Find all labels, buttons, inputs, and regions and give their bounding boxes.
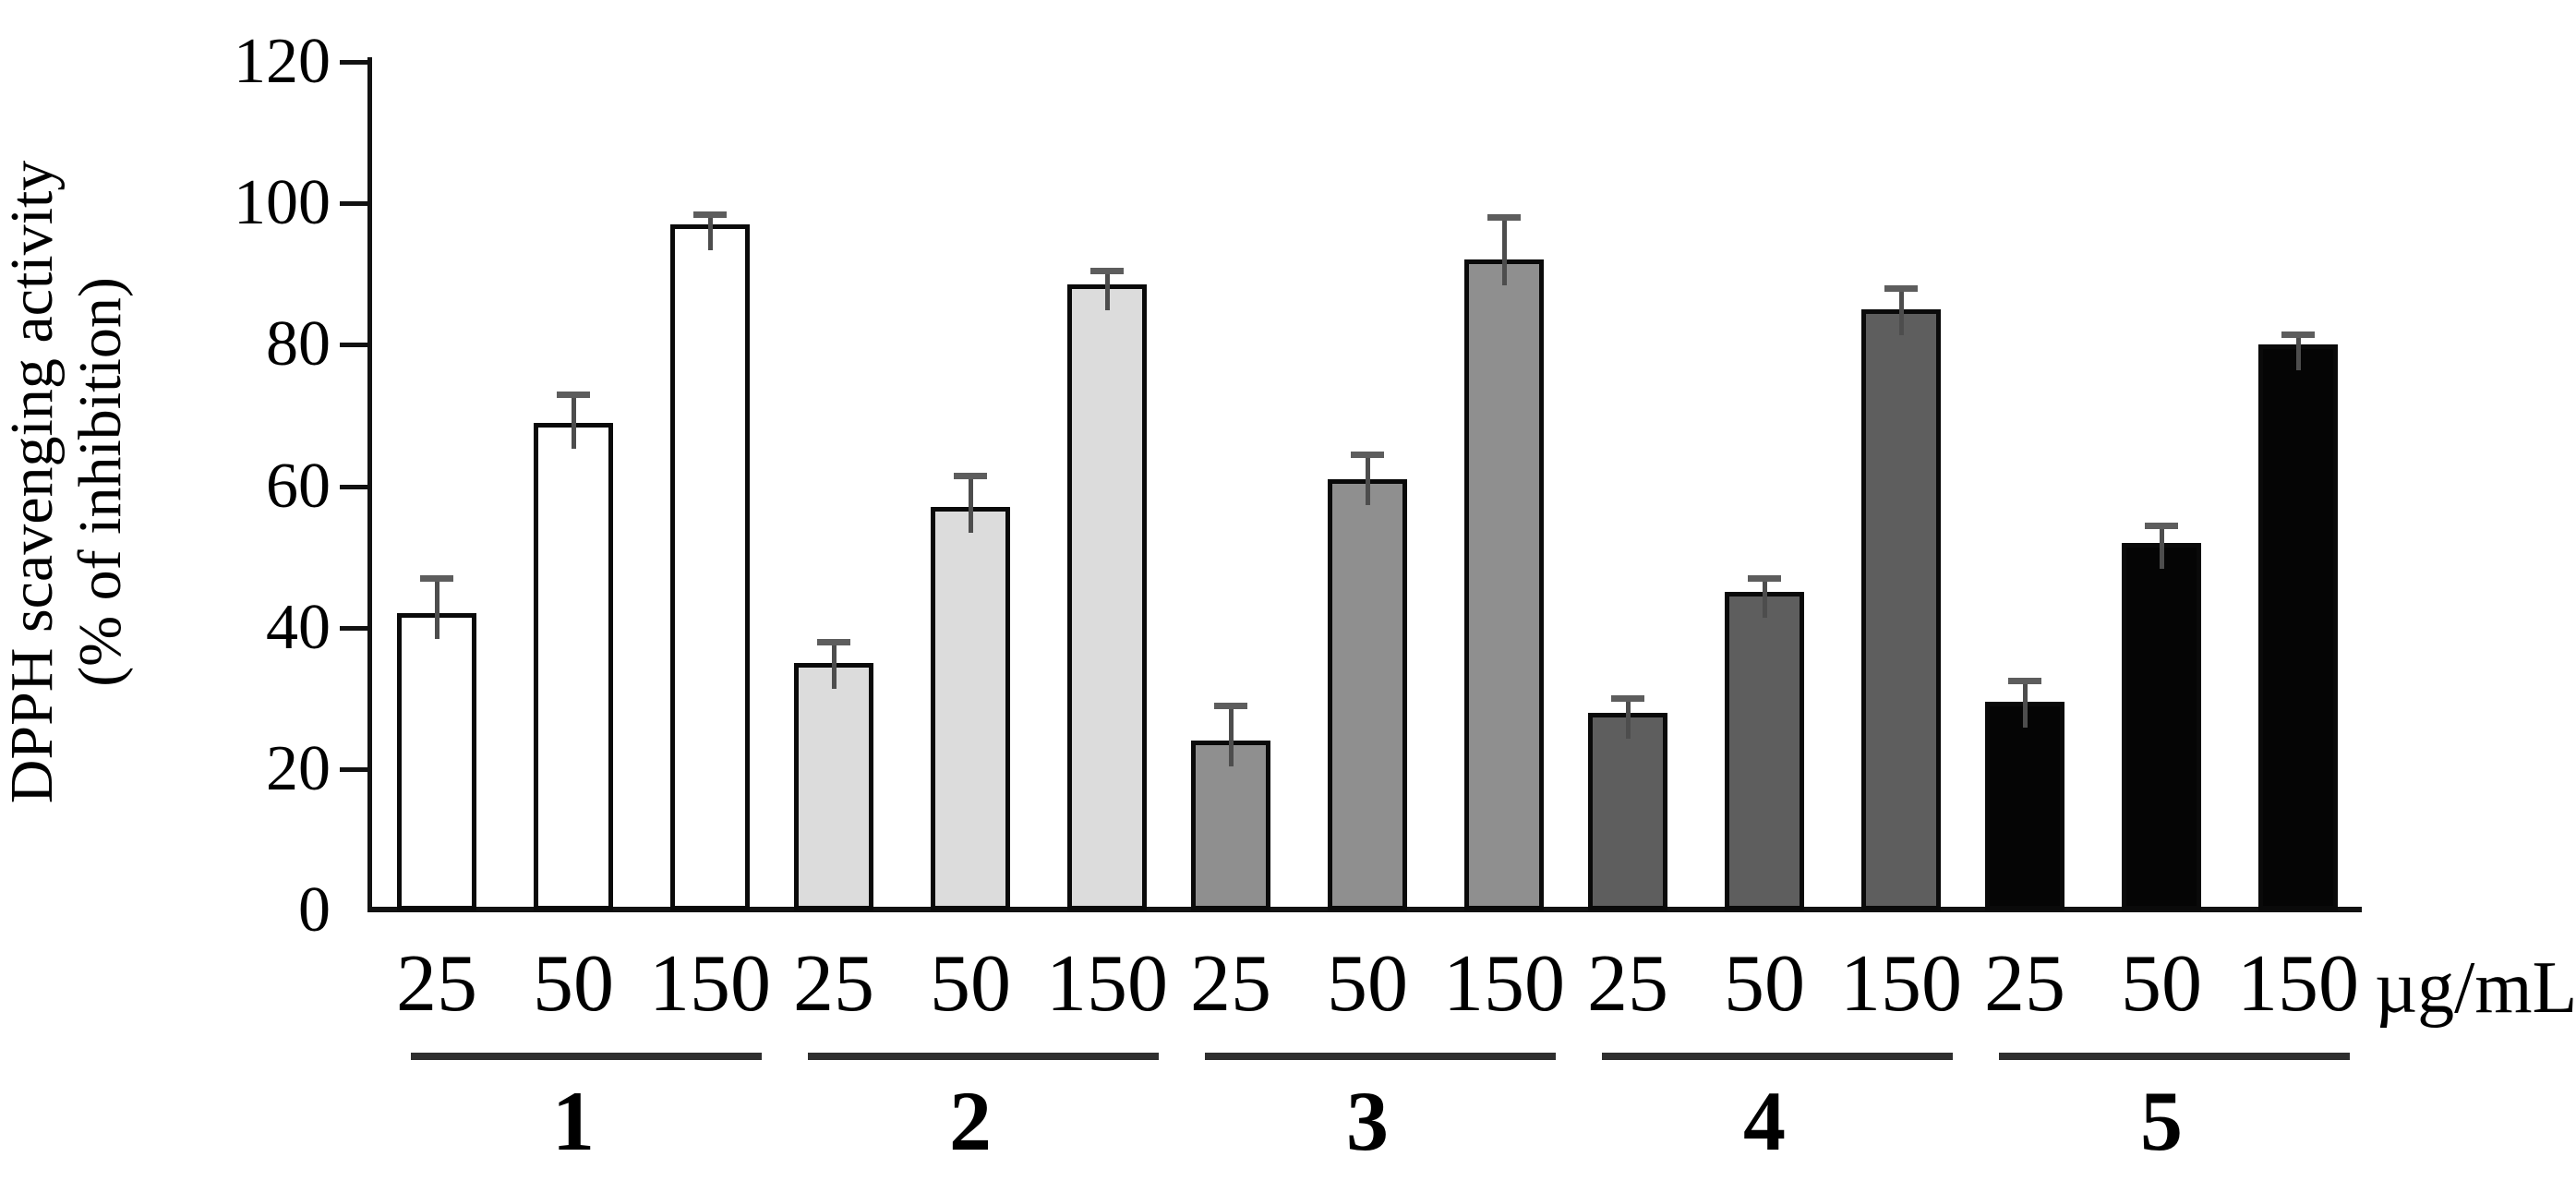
error-bar-cap xyxy=(1214,702,1247,709)
bar xyxy=(1861,309,1941,910)
group-number-label: 3 xyxy=(1346,1074,1389,1168)
group-underline xyxy=(1602,1053,1953,1060)
bar xyxy=(2258,344,2338,910)
error-bar-stem xyxy=(1365,454,1370,505)
error-bar-cap xyxy=(557,391,590,398)
error-bar-cap xyxy=(2145,522,2178,529)
bar xyxy=(1588,712,1667,910)
error-bar-stem xyxy=(1501,217,1507,286)
concentration-label: 50 xyxy=(533,939,614,1029)
error-bar-cap xyxy=(693,211,727,218)
concentration-label: 50 xyxy=(1327,939,1408,1029)
concentration-label: 50 xyxy=(930,939,1011,1029)
error-bar-stem xyxy=(2159,524,2164,569)
error-bar-stem xyxy=(1104,270,1110,311)
y-tick-mark xyxy=(340,343,367,348)
y-tick-mark xyxy=(340,625,367,631)
error-bar-stem xyxy=(1762,578,1767,619)
y-tick-label: 40 xyxy=(266,591,331,663)
bar xyxy=(1191,741,1270,910)
concentration-label: 50 xyxy=(1724,939,1805,1029)
bar xyxy=(397,613,476,910)
group-underline xyxy=(411,1053,762,1060)
bar xyxy=(931,507,1010,910)
group-number-label: 5 xyxy=(2140,1074,2183,1168)
y-tick-label: 20 xyxy=(266,732,331,804)
concentration-label: 25 xyxy=(1984,939,2065,1029)
error-bar-cap xyxy=(1351,452,1384,459)
bar xyxy=(1067,284,1147,910)
concentration-label: 25 xyxy=(396,939,477,1029)
error-bar-stem xyxy=(1228,705,1234,767)
group-underline xyxy=(1205,1053,1556,1060)
group-number-label: 4 xyxy=(1743,1074,1786,1168)
group-underline xyxy=(808,1053,1159,1060)
error-bar-cap xyxy=(817,638,850,645)
error-bar-cap xyxy=(1611,695,1644,703)
bar xyxy=(1328,478,1407,910)
error-bar-stem xyxy=(831,641,837,689)
error-bar-cap xyxy=(420,575,453,583)
error-bar-cap xyxy=(1884,285,1918,293)
y-tick-label: 80 xyxy=(266,308,331,380)
concentration-label: 150 xyxy=(649,939,771,1029)
y-tick-mark xyxy=(340,201,367,207)
concentration-label: 25 xyxy=(1190,939,1271,1029)
error-bar-stem xyxy=(2022,681,2028,729)
concentration-label: 50 xyxy=(2121,939,2202,1029)
x-axis-unit-label: µg/mL xyxy=(2375,947,2576,1029)
error-bar-stem xyxy=(571,393,576,449)
bar xyxy=(2122,542,2201,910)
error-bar-stem xyxy=(707,213,713,251)
error-bar-cap xyxy=(1090,267,1124,274)
group-underline xyxy=(1999,1053,2350,1060)
y-axis-title-line1: DPPH scavenging activity xyxy=(0,160,66,804)
y-tick-mark xyxy=(340,484,367,489)
bar xyxy=(534,422,613,910)
bar xyxy=(670,224,750,910)
concentration-label: 25 xyxy=(793,939,874,1029)
error-bar-cap xyxy=(2008,678,2041,685)
error-bar-stem xyxy=(434,578,439,640)
group-number-label: 1 xyxy=(552,1074,595,1168)
error-bar-cap xyxy=(1487,214,1521,222)
y-tick-label: 0 xyxy=(298,874,331,946)
bar xyxy=(794,662,873,910)
y-tick-label: 100 xyxy=(234,167,331,239)
y-axis-line xyxy=(367,57,372,912)
y-tick-mark xyxy=(340,60,367,65)
concentration-label: 150 xyxy=(1443,939,1565,1029)
error-bar-stem xyxy=(1898,288,1904,336)
y-tick-label: 120 xyxy=(234,26,331,97)
concentration-label: 150 xyxy=(2237,939,2359,1029)
error-bar-stem xyxy=(2295,333,2301,371)
concentration-label: 150 xyxy=(1840,939,1962,1029)
error-bar-cap xyxy=(1748,575,1781,583)
error-bar-cap xyxy=(2281,331,2315,338)
y-tick-mark xyxy=(340,766,367,772)
error-bar-cap xyxy=(954,473,987,479)
y-tick-label: 60 xyxy=(266,450,331,522)
bar xyxy=(1985,702,2064,910)
group-number-label: 2 xyxy=(949,1074,992,1168)
error-bar-stem xyxy=(968,476,973,534)
error-bar-stem xyxy=(1625,698,1631,739)
bar xyxy=(1725,592,1804,910)
concentration-label: 25 xyxy=(1587,939,1668,1029)
bar xyxy=(1464,259,1544,910)
concentration-label: 150 xyxy=(1046,939,1168,1029)
